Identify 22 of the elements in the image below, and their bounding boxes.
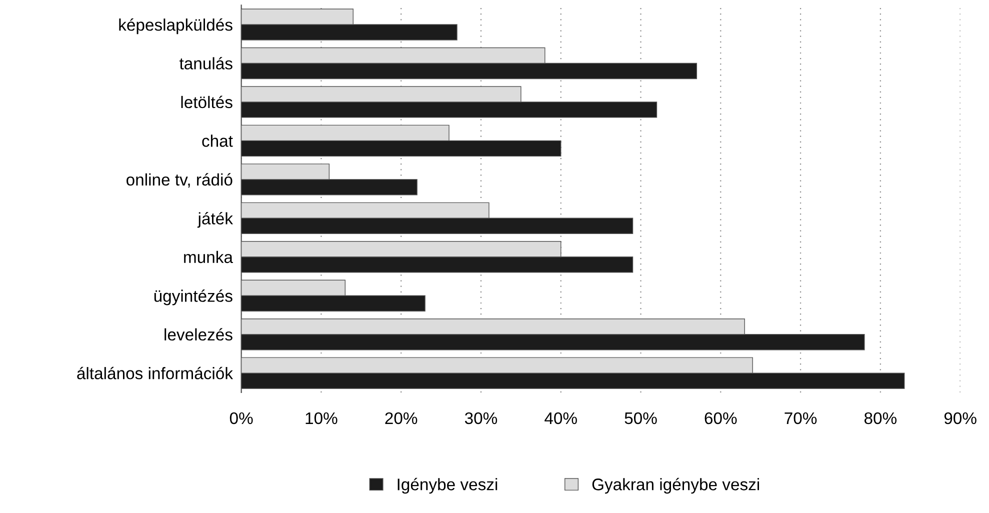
x-tick-label: 60% <box>704 412 737 424</box>
x-tick-label: 80% <box>864 412 897 424</box>
x-tick-label: 50% <box>624 412 657 424</box>
x-tick-label: 20% <box>385 412 418 424</box>
x-tick-label: 90% <box>944 412 976 424</box>
y-tick-label: letöltés <box>181 96 232 108</box>
x-tick-label: 70% <box>784 412 817 424</box>
y-tick-label: levelezés <box>164 328 232 341</box>
y-tick-label: chat <box>202 134 233 147</box>
x-tick-label: 40% <box>544 412 577 424</box>
y-tick-label: tanulás <box>179 56 232 70</box>
y-tick-label: munka <box>184 250 233 264</box>
y-tick-label: online tv, rádió <box>126 173 232 188</box>
y-tick-label: ügyintézés <box>154 289 232 306</box>
y-tick-label: játék <box>197 212 234 228</box>
x-tick-label: 0% <box>230 412 253 424</box>
legend-label: Igénybe veszi <box>398 478 498 494</box>
x-tick-label: 10% <box>306 412 338 424</box>
x-tick-label: 30% <box>464 412 498 424</box>
y-tick-label: általános információk <box>77 366 234 380</box>
y-tick-label: képeslapküldés <box>119 18 232 34</box>
legend-label: Gyakran igénybe veszi <box>592 478 760 494</box>
